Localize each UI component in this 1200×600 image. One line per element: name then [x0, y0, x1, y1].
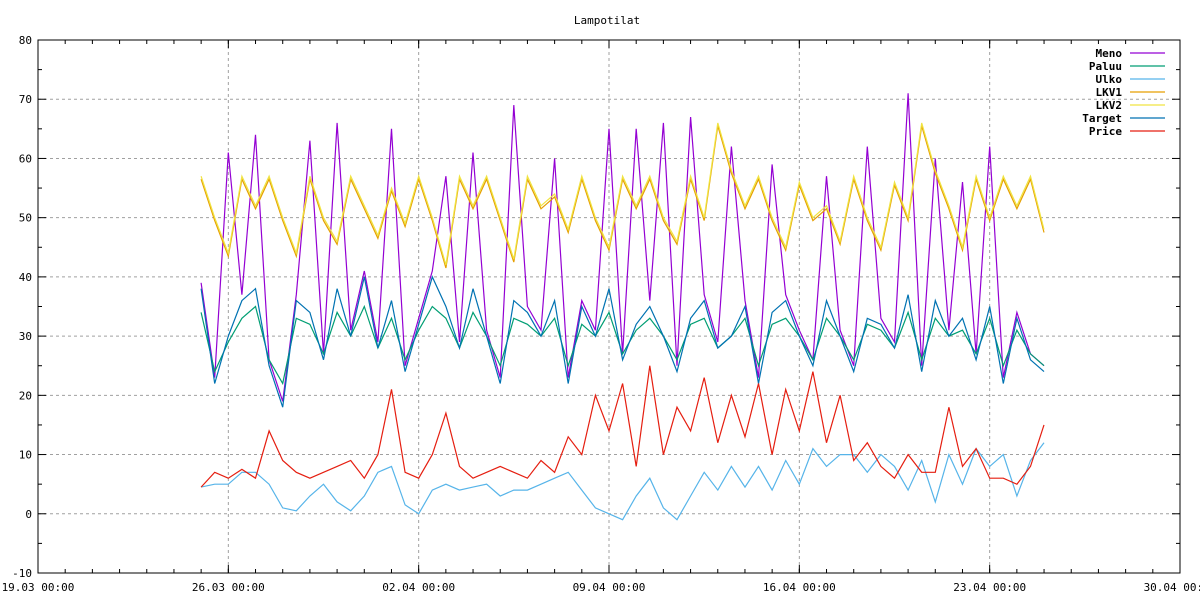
y-tick-label: -10	[12, 567, 32, 580]
x-tick-label: 19.03 00:00	[2, 581, 75, 594]
series-line-lkv2	[200, 122, 1045, 266]
y-tick-label: 40	[19, 271, 32, 284]
x-tick-label: 16.04 00:00	[763, 581, 836, 594]
x-tick-label: 30.04 00:00	[1144, 581, 1200, 594]
x-tick-label: 23.04 00:00	[953, 581, 1026, 594]
y-tick-label: 0	[25, 508, 32, 521]
x-tick-label: 26.03 00:00	[192, 581, 265, 594]
series-line-target	[200, 275, 1045, 408]
series-line-ulko	[200, 442, 1045, 521]
legend-label: Paluu	[1089, 60, 1122, 73]
plot-border	[37, 39, 1181, 574]
legend-label: Meno	[1096, 47, 1123, 60]
legend-label: LKV2	[1096, 99, 1123, 112]
y-tick-label: 10	[19, 449, 32, 462]
legend-label: LKV1	[1096, 86, 1123, 99]
legend-label: Target	[1082, 112, 1122, 125]
x-tick-label: 02.04 00:00	[382, 581, 455, 594]
legend-label: Price	[1089, 125, 1122, 138]
y-tick-label: 20	[19, 389, 32, 402]
series-line-price	[200, 365, 1045, 488]
y-tick-label: 70	[19, 93, 32, 106]
axes: -10 0 10 20 30 40 50 60 70 80 19.03 00:00 26.03 00:…	[2, 34, 1200, 594]
y-tick-label: 50	[19, 212, 32, 225]
y-tick-label: 80	[19, 34, 32, 47]
x-tick-label: 09.04 00:00	[573, 581, 646, 594]
y-tick-label: 60	[19, 152, 32, 165]
series-line-paluu	[200, 304, 1045, 386]
chart-title: Lampotilat	[574, 14, 640, 27]
legend-label: Ulko	[1096, 73, 1123, 86]
y-tick-label: 30	[19, 330, 32, 343]
series-group	[200, 93, 1045, 521]
